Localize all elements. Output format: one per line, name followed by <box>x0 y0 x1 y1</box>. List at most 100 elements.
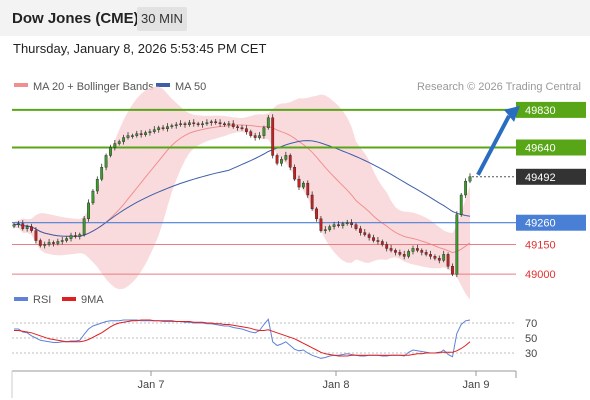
candle-body <box>25 226 29 229</box>
forecast-arrow-head <box>504 105 520 122</box>
candle-body <box>275 155 279 164</box>
candle-body <box>218 122 222 124</box>
candle-body <box>30 226 33 231</box>
candle-body <box>358 228 362 233</box>
level-label-49000: 49000 <box>525 269 556 281</box>
candle-body <box>284 155 288 160</box>
candle-body <box>319 218 323 231</box>
candle-body <box>38 240 42 246</box>
level-label-49640: 49640 <box>525 143 556 155</box>
candle-body <box>301 182 305 188</box>
candle-body <box>196 123 200 125</box>
candle-body <box>262 127 266 136</box>
candle-body <box>183 123 187 125</box>
candle-body <box>398 252 402 255</box>
candle-body <box>341 223 345 226</box>
candle-body <box>407 251 411 257</box>
rsi-tick-label-30: 30 <box>525 348 537 360</box>
candle-body <box>424 252 428 255</box>
candle-body <box>122 137 126 142</box>
header-bar: Dow Jones (CME) 30 MIN <box>0 0 590 36</box>
candle-body <box>271 117 275 156</box>
candle-body <box>411 248 415 252</box>
candle-body <box>249 131 253 136</box>
candle-body <box>78 234 82 237</box>
ma50-line <box>13 140 471 237</box>
candle-body <box>209 121 213 123</box>
rsi-chart: 70 50 30 <box>12 318 537 360</box>
time-axis: Jan 7 Jan 8 Jan 9 <box>11 370 517 398</box>
candle-body <box>288 155 292 168</box>
candle-body <box>161 127 165 129</box>
candle-body <box>126 135 130 138</box>
level-label-49150: 49150 <box>525 239 556 251</box>
candle-body <box>455 214 459 275</box>
forecast-arrow-shaft <box>476 114 511 176</box>
candle-body <box>394 250 397 253</box>
candle-body <box>451 266 454 275</box>
candle-body <box>437 258 441 261</box>
candle-body <box>104 155 108 168</box>
price-chart: 49830 49640 49492 49260 49150 49000 <box>12 86 586 300</box>
instrument-title: Dow Jones (CME) <box>12 10 139 27</box>
candle-body <box>34 230 38 241</box>
ma50-legend-label: MA 50 <box>175 81 206 93</box>
candle-body <box>389 248 393 251</box>
level-tag-49830 <box>516 101 586 118</box>
candle-body <box>170 125 174 127</box>
timeframe-badge[interactable]: 30 MIN <box>137 7 187 31</box>
datetime-label: Thursday, January 8, 2026 5:53:45 PM CET <box>13 41 267 56</box>
level-label-49260: 49260 <box>525 218 556 230</box>
ma20-legend-label: MA 20 + Bollinger Bands <box>33 81 154 93</box>
candle-body <box>258 135 261 138</box>
level-label-49830: 49830 <box>525 105 556 117</box>
candle-body <box>240 127 244 129</box>
rsi-ma-legend-label: 9MA <box>81 294 104 306</box>
time-tick-label: Jan 9 <box>463 379 490 391</box>
rsi-ma-line <box>14 319 471 357</box>
candle-body <box>223 123 226 125</box>
candle-body <box>52 242 55 244</box>
candle-body <box>91 190 95 204</box>
candle-body <box>350 222 354 225</box>
candle-body <box>117 141 121 144</box>
level-tag-49492 <box>516 168 586 185</box>
candle-body <box>187 122 191 125</box>
candle-body <box>280 159 283 164</box>
candle-body <box>266 117 270 128</box>
ma50-legend-swatch <box>156 83 170 87</box>
candle-body <box>415 248 419 251</box>
candle-body <box>152 129 156 132</box>
candle-body <box>82 218 86 235</box>
credit-label: Research © 2026 Trading Central <box>417 81 581 93</box>
rsi-legend-swatch <box>14 297 28 301</box>
time-tick-label: Jan 7 <box>138 379 165 391</box>
candle-body <box>205 122 209 124</box>
candle-body <box>214 121 218 123</box>
candle-body <box>429 254 432 257</box>
candle-body <box>21 223 25 229</box>
candle-body <box>139 133 143 135</box>
candle-body <box>130 135 134 137</box>
candle-body <box>376 240 380 242</box>
candle-body <box>385 244 389 249</box>
level-label-49492: 49492 <box>525 172 556 184</box>
level-tag-49260 <box>516 214 586 231</box>
candle-body <box>297 178 301 188</box>
rsi-tick-label-50: 50 <box>525 333 537 345</box>
candle-body <box>69 235 73 239</box>
candle-body <box>433 256 437 259</box>
candle-body <box>87 202 90 219</box>
candle-body <box>60 240 64 242</box>
candle-body <box>253 135 257 138</box>
candle-body <box>446 254 450 267</box>
candle-body <box>109 147 112 156</box>
candle-body <box>65 238 69 241</box>
candle-body <box>380 241 384 245</box>
candle-body <box>459 194 463 215</box>
candle-body <box>47 242 51 245</box>
candle-body <box>315 208 318 219</box>
candle-body <box>179 123 183 125</box>
candle-body <box>135 133 139 136</box>
candle-body <box>442 254 446 261</box>
